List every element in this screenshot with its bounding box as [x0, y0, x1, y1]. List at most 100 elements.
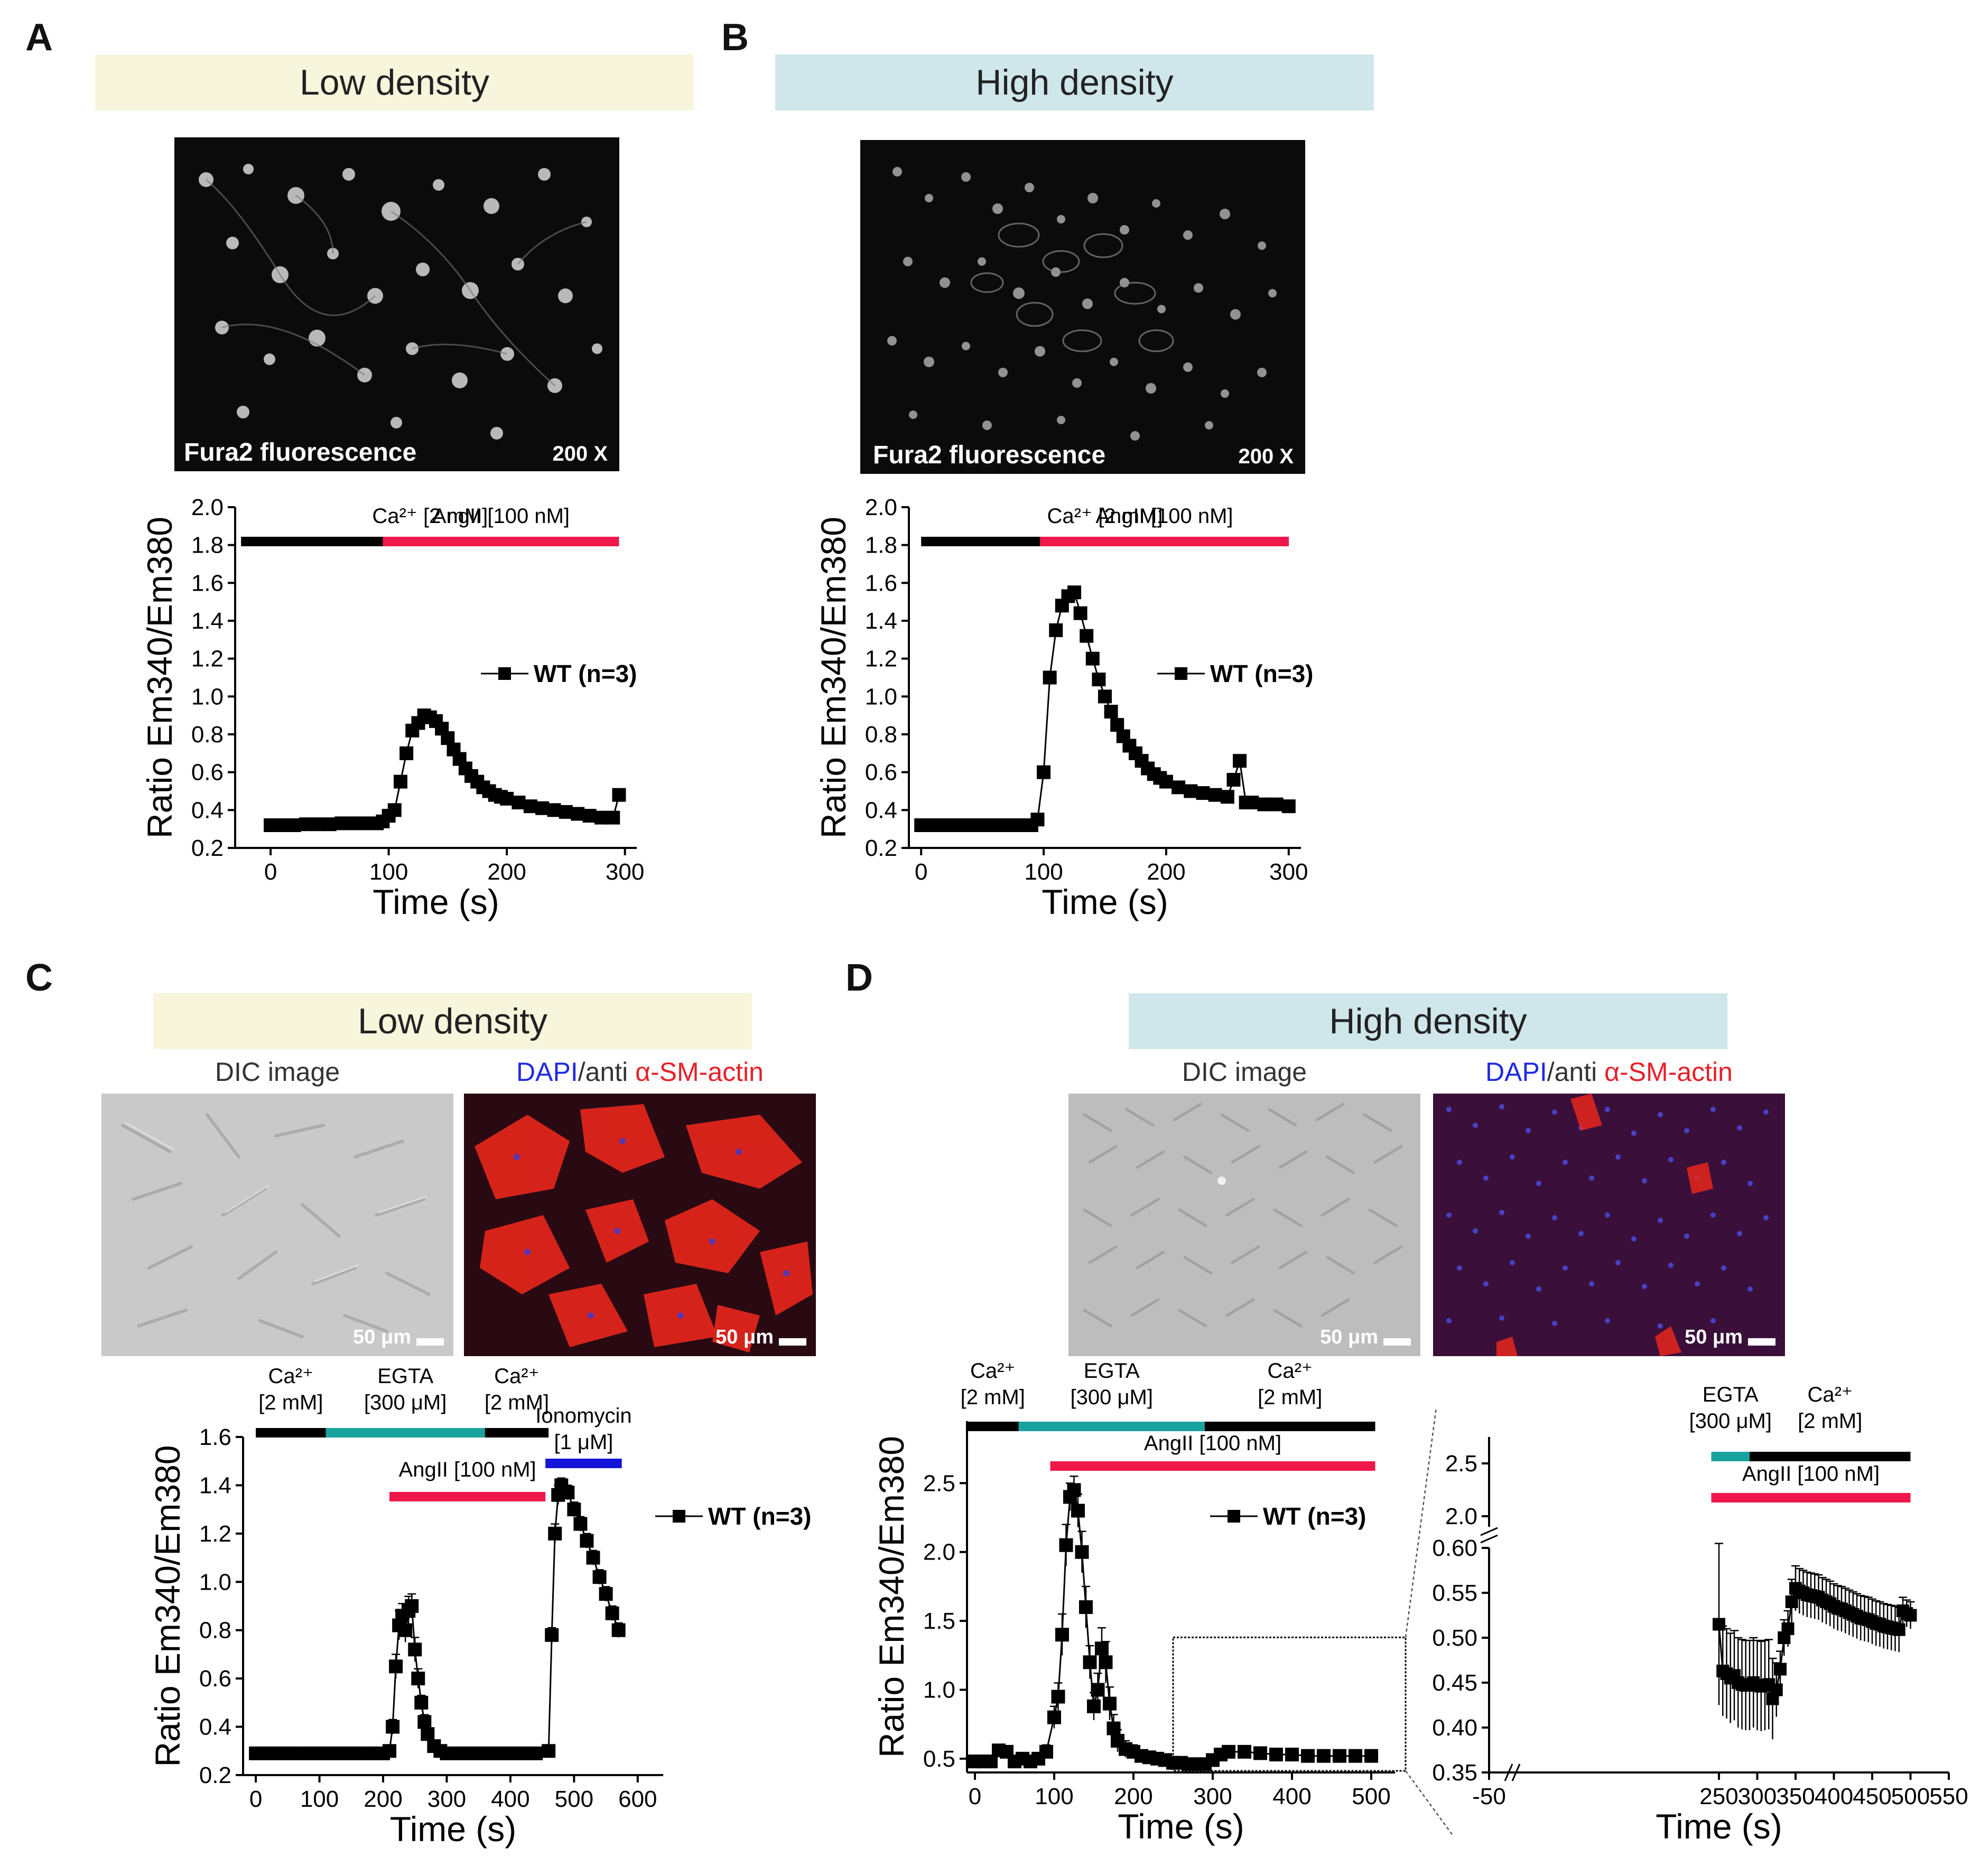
b-ytick-label: 1.4	[865, 608, 897, 634]
d-main-data-point	[1349, 1749, 1362, 1763]
scale-bar-actin-d: 50 μm	[1685, 1326, 1775, 1349]
c-ytick-label: 1.4	[199, 1472, 231, 1498]
d-main-data-point	[1099, 1655, 1113, 1669]
d-main-treatment-bar	[1018, 1422, 1205, 1431]
b-data-point	[1184, 784, 1198, 798]
d-inset-axis-break	[1480, 1527, 1498, 1536]
c-treatment-label: Ionomycin	[535, 1404, 631, 1427]
b-data-point	[1245, 796, 1259, 809]
panel-letter-b: B	[721, 16, 749, 59]
b-data-point	[1269, 797, 1284, 811]
c-data-point	[586, 1551, 600, 1565]
d-main-data-point	[1222, 1744, 1235, 1759]
c-data-point	[414, 1695, 429, 1710]
b-treatment-label: AngII [100 nM]	[1095, 505, 1233, 528]
dapi-label-d: DAPI	[1485, 1057, 1547, 1087]
d-main-treatment-label: EGTA	[1084, 1359, 1140, 1383]
d-main-legend-label: WT (n=3)	[1263, 1502, 1366, 1530]
b-ytick-label: 0.2	[865, 835, 897, 861]
d-main-treatment-label: [2 mM]	[961, 1386, 1025, 1409]
c-data-point	[561, 1486, 575, 1500]
a-xtick-label: 300	[606, 859, 644, 885]
b-data-point	[1080, 629, 1094, 643]
anti-label-c: /anti	[578, 1057, 636, 1087]
b-data-point	[1159, 774, 1173, 789]
banner-b-high-density: High density	[775, 54, 1374, 110]
fura2-image-b: Fura2 fluorescence 200 X	[860, 140, 1305, 474]
c-treatment-label: [2 mM]	[485, 1391, 549, 1414]
d-inset-xtick-label: 550	[1929, 1784, 1968, 1809]
d-inset-ytick-label: 0.55	[1432, 1580, 1477, 1606]
a-data-point	[358, 816, 372, 830]
scale-line-actin-d	[1748, 1338, 1775, 1346]
b-data-point	[1049, 623, 1063, 637]
fura2-image-a: Fura2 fluorescence 200 X	[174, 137, 619, 471]
b-data-point	[1172, 780, 1186, 795]
c-data-point	[452, 1746, 467, 1760]
a-ytick-label: 0.4	[191, 797, 224, 823]
b-ytick-label: 0.8	[865, 722, 897, 748]
a-x-axis-label: Time (s)	[373, 882, 499, 921]
a-data-point	[500, 791, 514, 806]
d-main-data-point	[1238, 1744, 1251, 1759]
c-data-point	[573, 1517, 588, 1531]
b-data-point	[1281, 799, 1296, 814]
d-inset-treatment-label: [2 mM]	[1798, 1410, 1862, 1433]
a-data-point	[299, 817, 313, 832]
a-data-point	[612, 788, 626, 802]
c-data-point	[389, 1659, 403, 1674]
d-main-data-point	[1039, 1744, 1053, 1759]
d-main-data-point	[1075, 1545, 1089, 1559]
b-treatment-bar	[1040, 537, 1289, 546]
panel-letter-d: D	[845, 957, 873, 999]
a-data-point	[582, 809, 597, 823]
banner-c-low-density: Low density	[153, 993, 752, 1049]
d-main-xtick-label: 0	[969, 1784, 981, 1809]
b-xtick-label: 100	[1024, 859, 1063, 885]
d-main-legend-marker	[1228, 1510, 1240, 1523]
a-data-point	[571, 807, 585, 821]
b-data-point	[975, 818, 990, 832]
b-xtick-label: 200	[1147, 859, 1185, 885]
c-treatment-label: AngII [100 nM]	[399, 1458, 536, 1481]
banner-a-low-density: Low density	[95, 54, 694, 110]
a-data-point	[275, 818, 290, 832]
d-inset-treatment-bar	[1750, 1452, 1911, 1461]
b-data-point	[926, 818, 941, 832]
c-legend-marker	[673, 1510, 685, 1523]
d-main-data-point	[1047, 1710, 1061, 1724]
c-data-point	[605, 1606, 619, 1620]
a-data-point	[311, 817, 325, 832]
d-main-zoom-connector	[1405, 1770, 1454, 1836]
d-inset-treatment-label: [300 μM]	[1689, 1410, 1772, 1433]
magnification-a: 200 X	[552, 442, 608, 465]
d-inset-ytick-label: 0.50	[1432, 1625, 1477, 1651]
b-data-point	[938, 818, 953, 832]
d-inset-ytick-label: 0.60	[1432, 1535, 1477, 1561]
c-data-point	[465, 1746, 479, 1760]
d-inset-upper-ytick-label: 2.5	[1445, 1451, 1477, 1477]
c-ytick-label: 1.6	[199, 1424, 231, 1450]
a-xtick-label: 200	[487, 859, 526, 885]
d-main-data-point	[1091, 1683, 1105, 1697]
d-inset-treatment-bar	[1711, 1493, 1911, 1502]
a-ytick-label: 1.8	[191, 533, 224, 558]
d-inset-treatment-bar	[1711, 1452, 1750, 1461]
a-data-point	[399, 746, 414, 760]
d-main-ytick-label: 1.0	[923, 1677, 955, 1703]
c-data-point	[567, 1502, 581, 1517]
d-inset-data-point	[1774, 1663, 1787, 1676]
d-main-xtick-label: 200	[1114, 1784, 1152, 1809]
dic-texture-c	[121, 1113, 431, 1338]
c-treatment-label: Ca²⁺	[268, 1365, 314, 1388]
c-data-point	[599, 1587, 613, 1601]
d-inset-xtick-label: -50	[1472, 1784, 1506, 1809]
scale-text-dic-c: 50 μm	[353, 1326, 411, 1348]
c-data-point	[548, 1526, 562, 1541]
c-data-point	[262, 1746, 276, 1760]
d-main-ytick-label: 0.5	[923, 1746, 955, 1772]
b-legend-label: WT (n=3)	[1210, 660, 1313, 687]
